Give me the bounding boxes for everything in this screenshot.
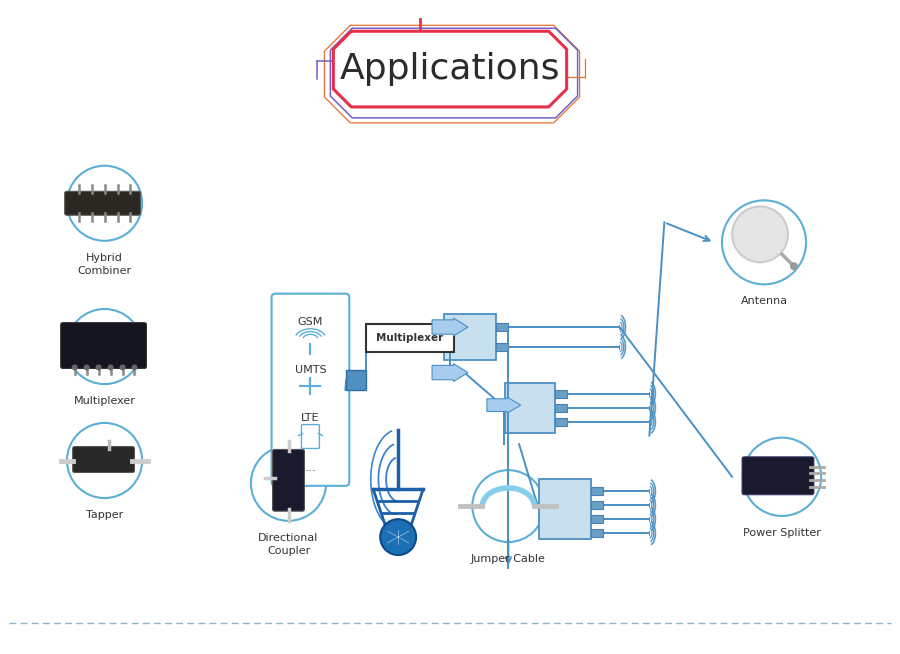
Circle shape xyxy=(790,262,798,270)
FancyBboxPatch shape xyxy=(590,501,602,509)
FancyBboxPatch shape xyxy=(496,343,508,351)
Text: Coupler: Coupler xyxy=(267,545,310,556)
Polygon shape xyxy=(432,364,468,381)
FancyBboxPatch shape xyxy=(742,457,814,494)
Text: Antenna: Antenna xyxy=(741,296,788,306)
Circle shape xyxy=(131,364,138,370)
Polygon shape xyxy=(487,397,521,413)
Text: Jumper Cable: Jumper Cable xyxy=(471,554,545,564)
Circle shape xyxy=(742,438,821,516)
FancyBboxPatch shape xyxy=(444,314,496,360)
Text: LTE: LTE xyxy=(302,413,319,422)
FancyBboxPatch shape xyxy=(273,449,304,511)
Circle shape xyxy=(380,519,416,555)
FancyBboxPatch shape xyxy=(539,479,590,539)
Text: Directional: Directional xyxy=(258,533,319,543)
Text: Hybrid: Hybrid xyxy=(86,252,123,263)
Circle shape xyxy=(251,446,326,521)
Circle shape xyxy=(732,207,788,262)
Circle shape xyxy=(67,309,142,384)
FancyBboxPatch shape xyxy=(505,383,554,432)
FancyBboxPatch shape xyxy=(272,294,349,486)
Circle shape xyxy=(95,364,102,370)
Text: GSM: GSM xyxy=(298,317,323,327)
FancyBboxPatch shape xyxy=(346,370,366,390)
Circle shape xyxy=(67,165,142,241)
FancyBboxPatch shape xyxy=(590,487,602,495)
Text: Multiplexer: Multiplexer xyxy=(74,396,136,406)
Text: Power Splitter: Power Splitter xyxy=(743,528,821,538)
Circle shape xyxy=(108,364,113,370)
Polygon shape xyxy=(432,318,468,336)
FancyBboxPatch shape xyxy=(554,390,567,398)
Text: ...: ... xyxy=(304,461,317,474)
FancyBboxPatch shape xyxy=(554,418,567,426)
Circle shape xyxy=(67,423,142,498)
Circle shape xyxy=(72,364,77,370)
FancyBboxPatch shape xyxy=(590,515,602,523)
FancyBboxPatch shape xyxy=(496,323,508,331)
FancyBboxPatch shape xyxy=(590,529,602,537)
Text: Tapper: Tapper xyxy=(86,510,123,520)
FancyBboxPatch shape xyxy=(554,404,567,411)
FancyBboxPatch shape xyxy=(366,324,454,352)
FancyBboxPatch shape xyxy=(73,447,134,472)
Text: Combiner: Combiner xyxy=(77,266,131,276)
Circle shape xyxy=(722,200,806,284)
FancyBboxPatch shape xyxy=(60,322,147,368)
Circle shape xyxy=(472,470,544,542)
Text: Multiplexer: Multiplexer xyxy=(376,333,444,343)
Circle shape xyxy=(120,364,125,370)
Text: Applications: Applications xyxy=(340,52,560,86)
Circle shape xyxy=(84,364,90,370)
FancyBboxPatch shape xyxy=(65,192,140,215)
Text: UMTS: UMTS xyxy=(294,365,326,375)
